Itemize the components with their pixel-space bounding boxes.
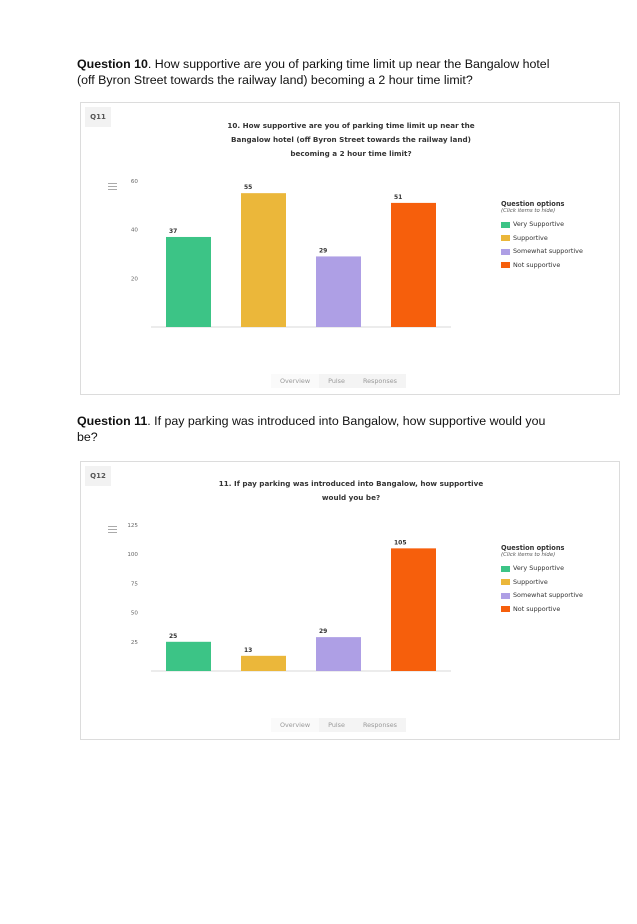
legend-hint: (Click items to hide) bbox=[501, 552, 556, 558]
bar-value-label: 13 bbox=[244, 647, 252, 654]
chart-title-line: 11. If pay parking was introduced into B… bbox=[218, 479, 484, 488]
y-tick-label: 40 bbox=[131, 228, 139, 234]
legend-swatch bbox=[501, 579, 510, 586]
chart-legend: Question options (Click items to hide) V… bbox=[501, 544, 583, 616]
legend-item-very-supportive[interactable]: Very Supportive bbox=[501, 562, 583, 576]
bar-value-label: 105 bbox=[394, 539, 407, 546]
bar-value-label: 55 bbox=[244, 184, 252, 191]
question-10-heading: Question 10. How supportive are you of p… bbox=[77, 57, 557, 88]
legend-swatch bbox=[501, 235, 510, 242]
bar-somewhat-supportive[interactable] bbox=[316, 256, 361, 327]
view-tabs: Overview Pulse Responses bbox=[271, 718, 406, 732]
tab-pulse[interactable]: Pulse bbox=[328, 377, 345, 385]
legend-label: Not supportive bbox=[513, 260, 561, 269]
chart-panel-q11: Q11 10. How supportive are you of parkin… bbox=[80, 102, 620, 395]
question-number: Question 10 bbox=[77, 57, 148, 71]
bar-value-label: 51 bbox=[394, 194, 402, 201]
tab-responses[interactable]: Responses bbox=[362, 377, 397, 385]
bar-chart: 25 50 75 100 125 25 13 29 105 bbox=[127, 523, 451, 672]
bar-supportive[interactable] bbox=[241, 655, 286, 671]
question-text: . How supportive are you of parking time… bbox=[77, 57, 550, 87]
chart-title: 11. If pay parking was introduced into B… bbox=[201, 477, 501, 505]
legend-item-not-supportive[interactable]: Not supportive bbox=[501, 259, 583, 273]
chart-title-line: would you be? bbox=[321, 493, 381, 502]
legend-title: Question options bbox=[501, 200, 565, 208]
y-tick-label: 100 bbox=[127, 552, 138, 558]
legend-label: Supportive bbox=[513, 577, 548, 586]
bar-value-label: 25 bbox=[169, 633, 177, 640]
question-number: Question 11 bbox=[77, 414, 148, 428]
legend-label: Not supportive bbox=[513, 604, 561, 613]
chart-title-line: 10. How supportive are you of parking ti… bbox=[227, 121, 475, 130]
bar-very-supportive[interactable] bbox=[166, 641, 211, 671]
chart-title-line: becoming a 2 hour time limit? bbox=[290, 149, 412, 158]
legend-item-somewhat-supportive[interactable]: Somewhat supportive bbox=[501, 245, 583, 259]
legend-hint: (Click items to hide) bbox=[501, 208, 556, 214]
y-tick-label: 25 bbox=[131, 640, 139, 646]
chart-legend: Question options (Click items to hide) V… bbox=[501, 200, 583, 272]
legend-swatch bbox=[501, 221, 510, 228]
bar-supportive[interactable] bbox=[241, 193, 286, 327]
question-11-heading: Question 11. If pay parking was introduc… bbox=[77, 414, 557, 445]
y-tick-label: 125 bbox=[127, 523, 138, 529]
view-tabs: Overview Pulse Responses bbox=[271, 374, 406, 388]
legend-swatch bbox=[501, 592, 510, 599]
hamburger-menu-icon[interactable] bbox=[108, 183, 117, 191]
hamburger-menu-icon[interactable] bbox=[108, 526, 117, 534]
legend-label: Somewhat supportive bbox=[513, 591, 583, 599]
legend-item-not-supportive[interactable]: Not supportive bbox=[501, 603, 583, 617]
legend-label: Very Supportive bbox=[513, 220, 564, 228]
chart-panel-q12: Q12 11. If pay parking was introduced in… bbox=[80, 461, 620, 740]
tab-overview[interactable]: Overview bbox=[271, 374, 320, 388]
bar-somewhat-supportive[interactable] bbox=[316, 637, 361, 671]
legend-label: Supportive bbox=[513, 233, 548, 242]
tab-overview[interactable]: Overview bbox=[271, 718, 320, 732]
legend-swatch bbox=[501, 248, 510, 255]
legend-swatch bbox=[501, 606, 510, 613]
bar-very-supportive[interactable] bbox=[166, 236, 211, 327]
legend-item-supportive[interactable]: Supportive bbox=[501, 232, 583, 246]
legend-label: Somewhat supportive bbox=[513, 247, 583, 255]
question-text: . If pay parking was introduced into Ban… bbox=[77, 414, 546, 444]
legend-swatch bbox=[501, 262, 510, 269]
tab-responses[interactable]: Responses bbox=[362, 721, 397, 729]
question-badge: Q11 bbox=[85, 107, 111, 127]
y-tick-label: 75 bbox=[131, 581, 139, 587]
y-tick-label: 60 bbox=[131, 179, 139, 185]
tab-pulse[interactable]: Pulse bbox=[328, 721, 345, 729]
bar-not-supportive[interactable] bbox=[391, 548, 436, 671]
bar-value-label: 29 bbox=[319, 628, 327, 635]
legend-item-somewhat-supportive[interactable]: Somewhat supportive bbox=[501, 589, 583, 603]
bar-value-label: 29 bbox=[319, 247, 327, 254]
bar-not-supportive[interactable] bbox=[391, 202, 436, 327]
bar-value-label: 37 bbox=[169, 228, 177, 235]
question-badge: Q12 bbox=[85, 466, 111, 486]
bar-chart: 20 40 60 37 55 29 51 bbox=[131, 179, 451, 328]
legend-item-supportive[interactable]: Supportive bbox=[501, 576, 583, 590]
chart-title: 10. How supportive are you of parking ti… bbox=[201, 119, 501, 161]
legend-swatch bbox=[501, 565, 510, 572]
y-tick-label: 50 bbox=[131, 611, 139, 617]
chart-title-line: Bangalow hotel (off Byron Street towards… bbox=[231, 135, 471, 144]
legend-label: Very Supportive bbox=[513, 564, 564, 572]
y-tick-label: 20 bbox=[131, 276, 139, 282]
legend-item-very-supportive[interactable]: Very Supportive bbox=[501, 218, 583, 232]
legend-title: Question options bbox=[501, 544, 565, 552]
